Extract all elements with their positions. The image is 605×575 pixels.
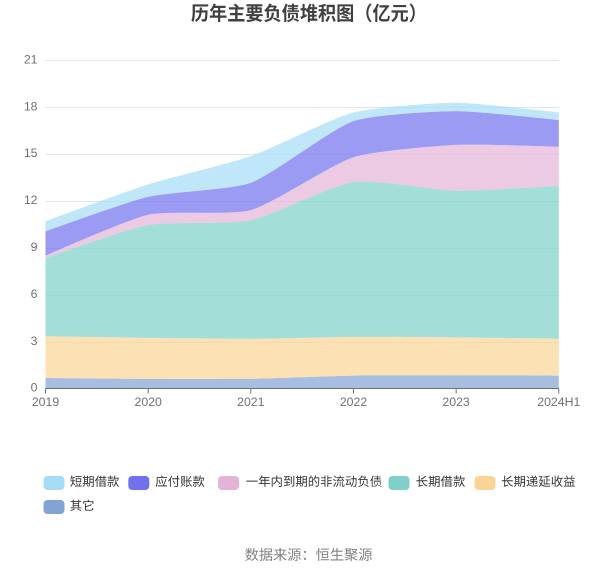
svg-text:6: 6 bbox=[31, 287, 38, 301]
svg-text:2020: 2020 bbox=[135, 395, 163, 409]
svg-text:18: 18 bbox=[24, 99, 38, 113]
svg-text:21: 21 bbox=[24, 52, 38, 66]
svg-text:2023: 2023 bbox=[442, 395, 470, 409]
svg-text:2019: 2019 bbox=[32, 395, 60, 409]
svg-text:12: 12 bbox=[24, 193, 38, 207]
svg-text:2024H1: 2024H1 bbox=[537, 395, 580, 409]
svg-text:2021: 2021 bbox=[237, 395, 265, 409]
svg-text:9: 9 bbox=[31, 240, 38, 254]
svg-text:15: 15 bbox=[24, 146, 38, 160]
svg-text:2022: 2022 bbox=[340, 395, 368, 409]
svg-text:3: 3 bbox=[31, 334, 38, 348]
svg-text:0: 0 bbox=[31, 381, 38, 395]
